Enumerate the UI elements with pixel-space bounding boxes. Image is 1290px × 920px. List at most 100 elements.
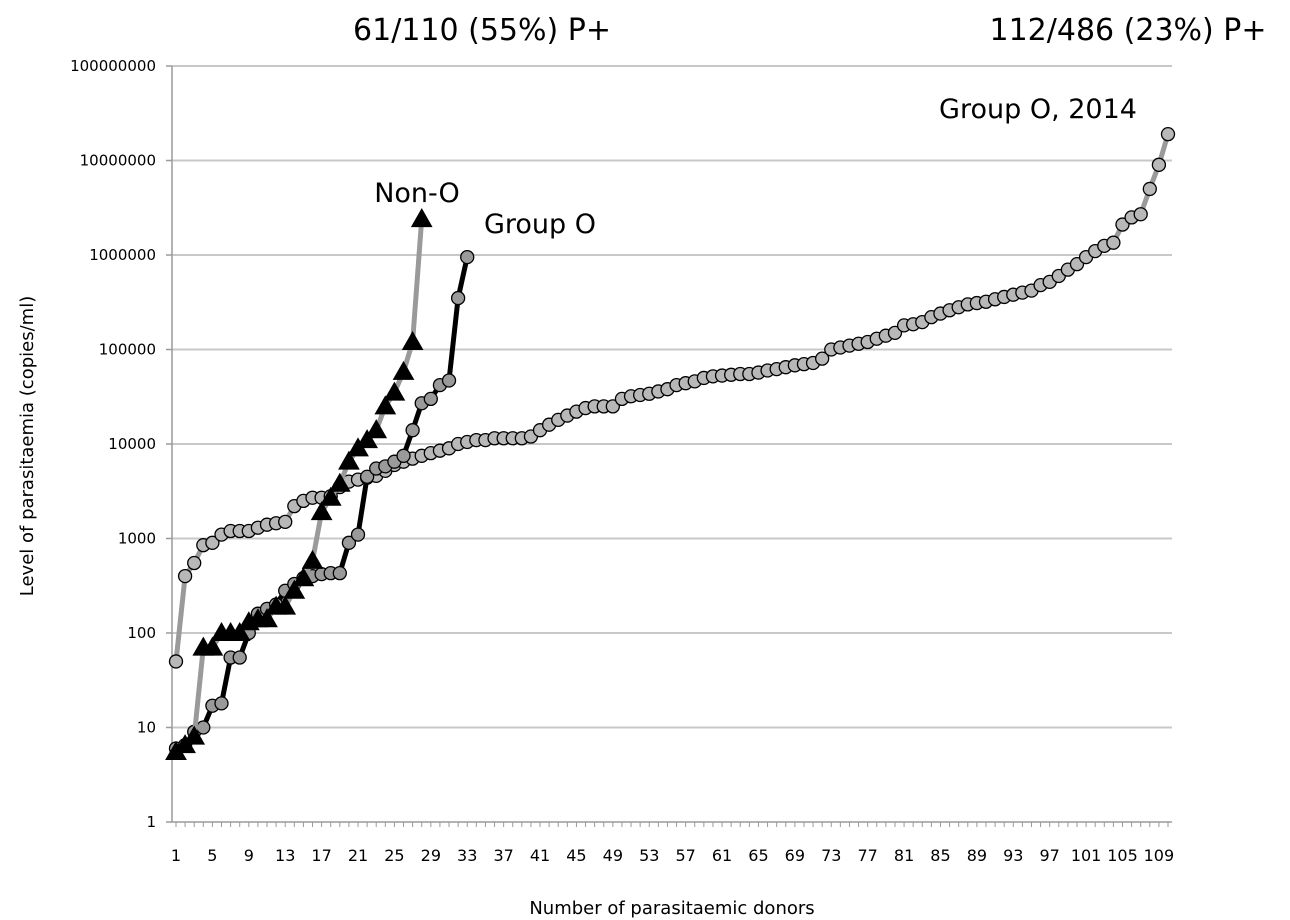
y-tick-label: 100000000 bbox=[70, 57, 156, 75]
x-tick-label: 37 bbox=[493, 846, 513, 865]
point-group-o bbox=[450, 290, 466, 306]
annotation-non-o: Non-O bbox=[374, 178, 460, 209]
point-group-o-2014 bbox=[1160, 127, 1176, 142]
point-non-o bbox=[183, 725, 206, 745]
point-non-o bbox=[410, 208, 433, 228]
x-tick-label: 109 bbox=[1144, 846, 1175, 865]
point-non-o bbox=[319, 486, 342, 506]
y-tick-labels: 1 10 100 1000 10000 100000 1000000 10000000 1000… bbox=[70, 57, 156, 831]
point-group-o-2014 bbox=[205, 535, 220, 550]
annotation-group-o: Group O bbox=[484, 209, 596, 240]
point-group-o-2014 bbox=[887, 325, 903, 341]
point-non-o bbox=[228, 621, 251, 641]
point-group-o bbox=[196, 720, 211, 735]
point-non-o bbox=[383, 381, 406, 401]
y-axis-title: Level of parasitaemia (copies/ml) bbox=[17, 296, 38, 596]
x-tick-labels: 1 5 9 13 17 21 25 29 33 37 41 45 49 53 57 61 65 69 73 77 81 8… bbox=[171, 846, 1174, 865]
x-tick-label: 69 bbox=[785, 846, 805, 865]
point-group-o-2014 bbox=[1106, 235, 1121, 250]
x-tick-label: 57 bbox=[675, 846, 695, 865]
point-group-o-2014 bbox=[815, 351, 830, 366]
x-tick-label: 41 bbox=[530, 846, 550, 865]
point-group-o bbox=[232, 650, 247, 665]
point-group-o-2014 bbox=[168, 654, 184, 669]
x-tick-label: 81 bbox=[894, 846, 914, 865]
point-group-o bbox=[460, 249, 475, 265]
x-tick-label: 5 bbox=[207, 846, 217, 865]
series-line-non-o bbox=[174, 218, 425, 755]
point-non-o bbox=[310, 501, 333, 521]
point-non-o bbox=[365, 419, 388, 439]
x-tick-label: 1 bbox=[171, 846, 181, 865]
x-axis-title: Number of parasitaemic donors bbox=[529, 898, 814, 919]
y-tick-label: 1000 bbox=[118, 530, 156, 548]
x-tick-label: 25 bbox=[384, 846, 404, 865]
x-tick-label: 73 bbox=[821, 846, 841, 865]
point-group-o bbox=[441, 373, 457, 388]
point-group-o-2014 bbox=[1133, 207, 1148, 222]
point-group-o bbox=[396, 448, 411, 463]
x-tick-label: 89 bbox=[967, 846, 987, 865]
point-non-o bbox=[256, 608, 278, 628]
point-non-o bbox=[356, 429, 378, 449]
x-tick-label: 17 bbox=[311, 846, 331, 865]
point-group-o-2014 bbox=[1151, 157, 1167, 172]
point-group-o-2014 bbox=[1142, 181, 1157, 197]
point-group-o-2014 bbox=[177, 568, 193, 584]
axes bbox=[166, 65, 1172, 827]
point-group-o-2014 bbox=[278, 514, 293, 530]
x-tick-label: 45 bbox=[566, 846, 586, 865]
point-non-o bbox=[338, 450, 360, 470]
series-group-o-2014 bbox=[168, 127, 1176, 669]
y-tick-label: 10000000 bbox=[80, 152, 156, 170]
y-tick-label: 10000 bbox=[108, 435, 156, 453]
x-tick-label: 93 bbox=[1003, 846, 1023, 865]
point-group-o bbox=[423, 391, 438, 407]
point-group-o-2014 bbox=[605, 399, 620, 414]
gridlines bbox=[172, 65, 1172, 729]
point-group-o bbox=[359, 469, 375, 484]
point-non-o bbox=[401, 331, 424, 351]
y-tick-label: 100 bbox=[127, 624, 156, 642]
y-tick-label: 1 bbox=[146, 813, 156, 831]
series-layer bbox=[165, 127, 1176, 761]
annotation-group-o-2014: Group O, 2014 bbox=[939, 94, 1137, 125]
x-tick-label: 61 bbox=[712, 846, 732, 865]
point-non-o bbox=[301, 549, 324, 569]
x-tick-label: 13 bbox=[275, 846, 295, 865]
x-tick-label: 97 bbox=[1040, 846, 1060, 865]
x-tick-label: 33 bbox=[457, 846, 477, 865]
series-line-group-o-2014 bbox=[173, 133, 1171, 662]
series-non-o bbox=[165, 208, 433, 761]
point-group-o-2014 bbox=[187, 555, 202, 571]
x-tick-label: 9 bbox=[244, 846, 254, 865]
x-tick-label: 53 bbox=[639, 846, 659, 865]
x-tick-label: 49 bbox=[603, 846, 623, 865]
x-tick-label: 77 bbox=[857, 846, 877, 865]
point-group-o bbox=[214, 696, 229, 711]
point-non-o bbox=[328, 472, 351, 492]
x-tick-label: 65 bbox=[748, 846, 768, 865]
x-tick-label: 85 bbox=[930, 846, 950, 865]
point-group-o bbox=[332, 565, 347, 581]
point-non-o bbox=[292, 567, 315, 587]
header-right: 112/486 (23%) P+ bbox=[989, 13, 1266, 48]
point-group-o bbox=[350, 527, 366, 542]
x-tick-label: 21 bbox=[348, 846, 368, 865]
point-non-o bbox=[392, 360, 415, 380]
point-non-o bbox=[374, 395, 397, 415]
x-tick-label: 105 bbox=[1107, 846, 1138, 865]
point-group-o bbox=[341, 535, 357, 550]
y-tick-label: 1000000 bbox=[89, 246, 156, 264]
x-tick-label: 101 bbox=[1071, 846, 1102, 865]
y-tick-label: 100000 bbox=[99, 341, 156, 359]
series-group-o bbox=[168, 249, 475, 756]
point-non-o bbox=[283, 579, 306, 599]
x-tick-label: 29 bbox=[421, 846, 441, 865]
header-left: 61/110 (55%) P+ bbox=[353, 13, 611, 48]
point-non-o bbox=[201, 636, 224, 656]
point-non-o bbox=[274, 595, 297, 615]
point-group-o bbox=[405, 423, 420, 438]
y-tick-label: 10 bbox=[137, 719, 156, 737]
